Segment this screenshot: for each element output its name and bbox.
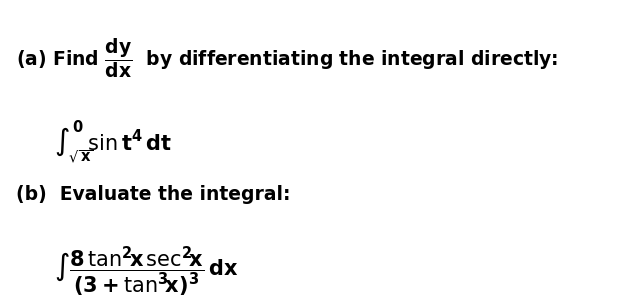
Text: $\mathbf{\int \dfrac{8\,\mathrm{tan}^{2}\!x\,\mathrm{sec}^{2}\!x}{(3+\mathrm{tan: $\mathbf{\int \dfrac{8\,\mathrm{tan}^{2}… [54, 244, 239, 298]
Text: (a) Find $\mathbf{\dfrac{dy}{dx}}$  by differentiating the integral directly:: (a) Find $\mathbf{\dfrac{dy}{dx}}$ by di… [16, 36, 558, 80]
Text: (b)  Evaluate the integral:: (b) Evaluate the integral: [16, 185, 291, 204]
Text: $\mathbf{\int_{\sqrt{x}}^{0}\!\mathrm{sin}\, t^{4}\, dt}$: $\mathbf{\int_{\sqrt{x}}^{0}\!\mathrm{si… [54, 119, 172, 166]
